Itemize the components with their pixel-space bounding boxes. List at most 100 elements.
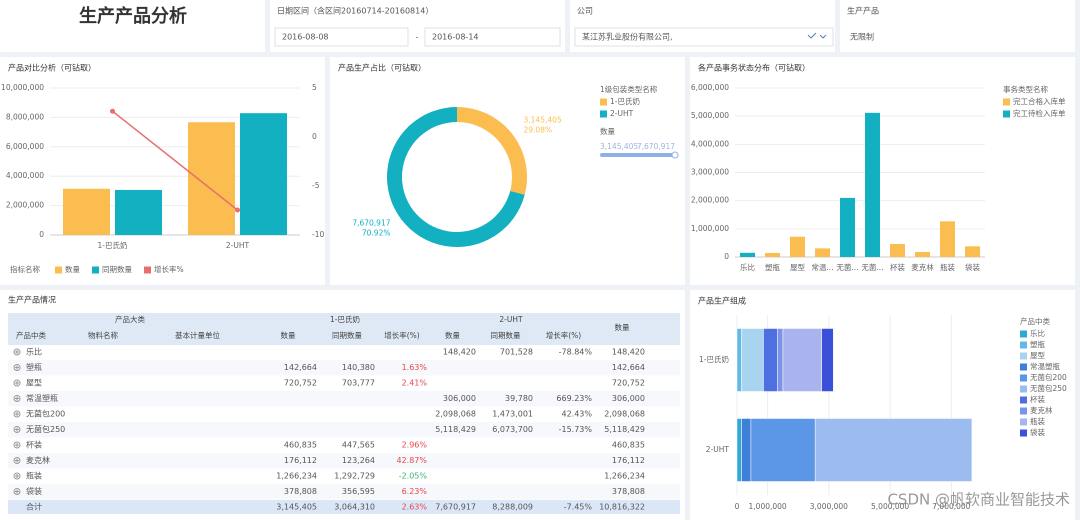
bar-segment[interactable] [814, 418, 973, 482]
x-tick-label: 无菌... [861, 262, 883, 272]
y-tick-label: 3,000,000 [691, 168, 729, 177]
bar[interactable] [915, 252, 930, 257]
legend-label[interactable]: 乐比 [1030, 328, 1046, 338]
table-cell: 3,064,310 [334, 503, 375, 512]
y-tick-label: 2,000,000 [691, 196, 729, 205]
bar[interactable] [63, 188, 110, 235]
table-cell: 378,808 [284, 487, 317, 496]
expand-icon [15, 396, 19, 401]
legend-label[interactable]: 完工待检入库单 [1013, 108, 1066, 118]
bar[interactable] [188, 122, 235, 235]
bar[interactable] [865, 112, 880, 257]
bar-segment[interactable] [763, 328, 778, 392]
legend-label[interactable]: 增长率% [154, 264, 184, 274]
legend-label[interactable]: 袋装 [1030, 427, 1046, 437]
expand-icon [15, 458, 19, 463]
legend-label[interactable]: 2-UHT [610, 109, 634, 118]
table-header: 物料名称 [88, 330, 118, 340]
x-tick-label: 0 [735, 502, 740, 511]
expand-icon [15, 350, 19, 354]
panel [840, 0, 1075, 52]
y-tick-label: 1,000,000 [691, 224, 729, 233]
legend-swatch [1020, 407, 1027, 415]
legend-label[interactable]: 完工合格入库单 [1013, 96, 1066, 106]
bar[interactable] [940, 221, 955, 257]
table-header: 产品中类 [16, 330, 46, 340]
expand-icon[interactable] [13, 348, 21, 356]
x-tick-label: 2-UHT [226, 241, 250, 250]
legend-label[interactable]: 无菌包250 [1030, 383, 1067, 393]
bar-segment[interactable] [741, 418, 752, 482]
date-input[interactable] [424, 27, 561, 47]
bar-segment[interactable] [777, 328, 784, 392]
bar[interactable] [790, 236, 805, 257]
bar[interactable] [115, 189, 162, 235]
expand-icon[interactable] [13, 426, 21, 433]
expand-icon[interactable] [13, 364, 21, 371]
row-stripe [8, 391, 680, 407]
bar[interactable] [965, 246, 980, 257]
expand-icon[interactable] [13, 472, 21, 480]
expand-icon [15, 474, 19, 478]
range-slider[interactable] [600, 153, 675, 157]
table-cell: 2.41% [402, 379, 428, 388]
slider-handle[interactable] [671, 151, 679, 159]
expand-icon[interactable] [13, 488, 21, 495]
bar[interactable] [740, 252, 755, 257]
y-tick-label: 6,000,000 [6, 142, 44, 151]
bar[interactable] [890, 244, 905, 257]
x-tick-label: 1,000,000 [749, 502, 787, 511]
filter-label: 生产产品 [847, 6, 879, 16]
expand-icon[interactable] [13, 457, 21, 464]
table-cell: -7.45% [564, 503, 593, 512]
x-tick-label: 塑瓶 [765, 262, 780, 272]
select-icon [807, 32, 827, 39]
legend-swatch [1020, 418, 1027, 426]
expand-icon[interactable] [13, 395, 21, 402]
table-header: 同期数量 [332, 330, 362, 340]
legend-label[interactable]: 杯装 [1030, 394, 1046, 404]
date-separator: - [416, 33, 419, 42]
legend-label[interactable]: 数量 [65, 264, 80, 274]
y-tick-label: 8,000,000 [6, 112, 44, 121]
bar[interactable] [815, 248, 830, 257]
table-cell: 39,780 [505, 394, 533, 403]
table-cell: 703,777 [342, 379, 375, 388]
row-label: 麦克林 [26, 455, 50, 465]
legend-label[interactable]: 麦克林 [1030, 405, 1053, 415]
date-input[interactable] [274, 27, 409, 47]
bar[interactable] [840, 197, 855, 257]
expand-icon[interactable] [13, 379, 21, 387]
bar-segment[interactable] [821, 328, 834, 392]
bar[interactable] [240, 113, 287, 235]
table-cell: 5,118,429 [604, 425, 645, 434]
legend-label[interactable]: 常温塑瓶 [1030, 361, 1060, 371]
bar-segment[interactable] [750, 418, 816, 482]
table-cell: 356,595 [342, 487, 375, 496]
bar[interactable] [765, 252, 780, 257]
table-cell: 148,420 [443, 348, 476, 357]
bar-segment[interactable] [736, 328, 742, 392]
expand-icon[interactable] [13, 441, 21, 449]
legend-label[interactable]: 同期数量 [102, 264, 132, 274]
chart-title: 产品生产组成 [698, 296, 746, 306]
bar-segment[interactable] [741, 328, 764, 392]
legend-label[interactable]: 瓶装 [1030, 416, 1046, 426]
legend-label[interactable]: 无菌包200 [1030, 372, 1067, 382]
donut-slice[interactable] [457, 107, 527, 195]
point[interactable] [110, 108, 115, 114]
legend-label[interactable]: 1-巴氏奶 [610, 96, 640, 106]
y-tick-label: 4,000,000 [6, 171, 44, 180]
y2-tick-label: 5 [312, 83, 317, 92]
point[interactable] [235, 207, 240, 213]
bar-segment[interactable] [782, 328, 822, 392]
expand-icon[interactable] [13, 410, 21, 418]
table-cell: 1.63% [402, 363, 428, 372]
company-select[interactable] [574, 27, 834, 47]
chart-title: 各产品事务状态分布（可钻取） [698, 63, 810, 73]
legend-label[interactable]: 屋型 [1030, 351, 1046, 360]
x-tick-label: 5,000,000 [871, 502, 909, 511]
bar-segment[interactable] [736, 418, 742, 482]
legend-label[interactable]: 塑瓶 [1030, 339, 1046, 349]
